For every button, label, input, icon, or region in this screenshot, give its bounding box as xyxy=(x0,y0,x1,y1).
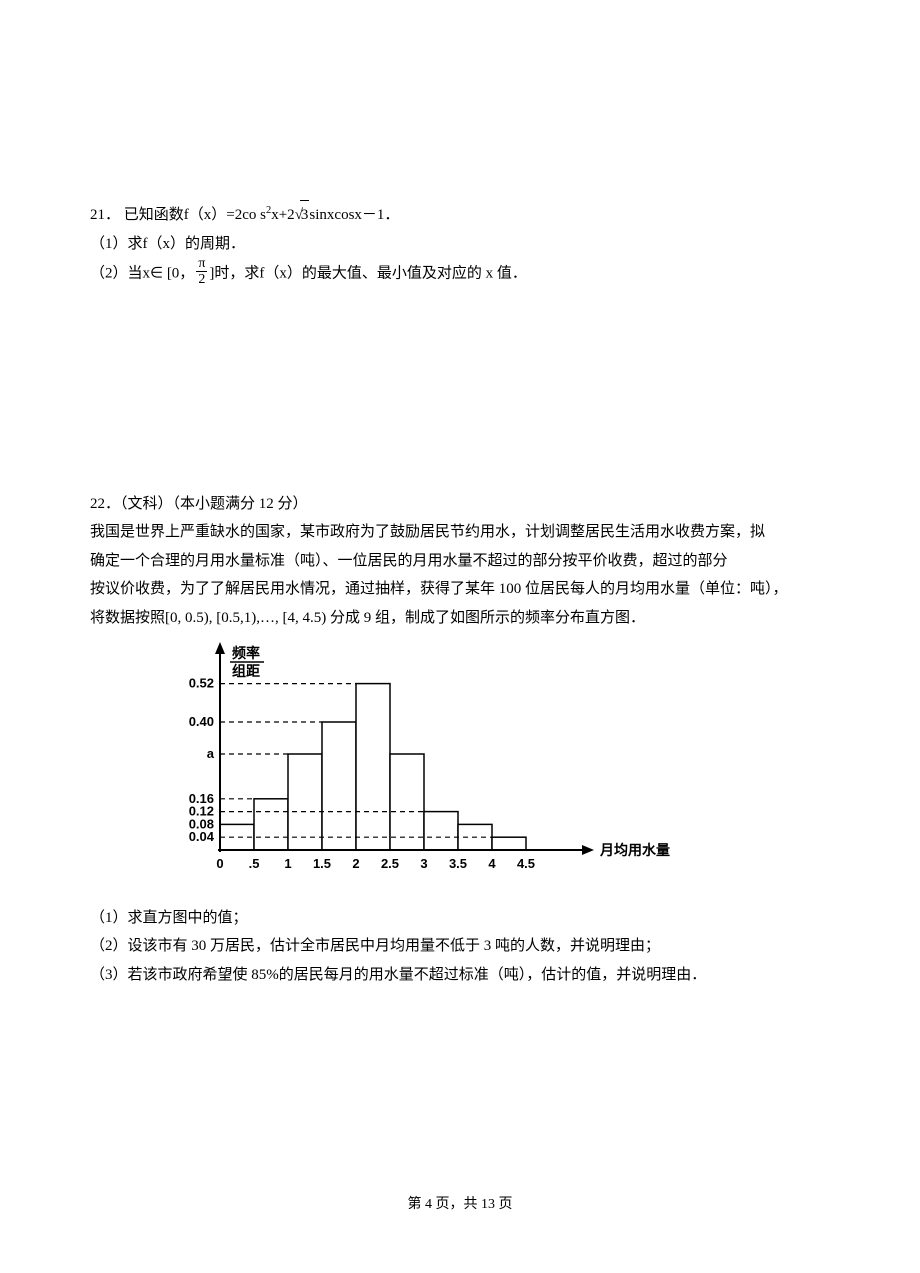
svg-text:0.04: 0.04 xyxy=(189,829,215,844)
q21-number: 21． xyxy=(90,207,120,223)
svg-text:组距: 组距 xyxy=(232,663,260,680)
svg-text:2: 2 xyxy=(352,856,359,871)
footer-total: 13 xyxy=(481,1197,495,1212)
svg-text:3: 3 xyxy=(420,856,427,871)
svg-text:0.40: 0.40 xyxy=(189,714,214,729)
q21-part1: （1）求f（x）的周期． xyxy=(90,230,830,259)
sqrt-expr: √3 xyxy=(295,200,310,230)
q21-title: 21． 已知函数f（x）=2co s2x+2√3sinxcosx－1． xyxy=(90,200,830,230)
svg-text:0.52: 0.52 xyxy=(189,676,214,691)
q21-text-prefix: 已知函数f（x）=2co s xyxy=(124,207,266,223)
fraction-pi-over-2: π2 xyxy=(196,256,207,288)
histogram-svg: 0.520.40a0.160.120.080.040.511.522.533.5… xyxy=(150,640,670,885)
svg-text:1: 1 xyxy=(284,856,291,871)
q22-sub1: （1）求直方图中的值； xyxy=(90,904,830,933)
question-21: 21． 已知函数f（x）=2co s2x+2√3sinxcosx－1． （1）求… xyxy=(90,200,830,290)
q22-heading-text: （文科）（本小题满分 12 分） xyxy=(120,496,308,512)
q21-text-tail: sinxcosx－1． xyxy=(309,207,399,223)
page-footer: 第 4 页，共 13 页 xyxy=(0,1193,920,1213)
svg-text:4.5: 4.5 xyxy=(517,856,535,871)
footer-mid: 页，共 xyxy=(432,1197,481,1212)
q22-para4: 将数据按照[0, 0.5), [0.5,1),…, [4, 4.5) 分成 9 … xyxy=(90,604,830,633)
histogram: 0.520.40a0.160.120.080.040.511.522.533.5… xyxy=(150,640,830,896)
q22-sub2: （2）设该市有 30 万居民，估计全市居民中月均用量不低于 3 吨的人数，并说明… xyxy=(90,932,830,961)
page-content: 21． 已知函数f（x）=2co s2x+2√3sinxcosx－1． （1）求… xyxy=(0,0,920,989)
q21-part2: （2）当x∈ [0，π2]时，求f（x）的最大值、最小值及对应的 x 值． xyxy=(90,258,830,290)
q22-para1: 我国是世界上严重缺水的国家，某市政府为了鼓励居民节约用水，计划调整居民生活用水收… xyxy=(90,518,830,547)
question-22: 22．（文科）（本小题满分 12 分） 我国是世界上严重缺水的国家，某市政府为了… xyxy=(90,490,830,990)
q22-number: 22． xyxy=(90,496,120,512)
svg-text:0: 0 xyxy=(216,856,223,871)
q21-p2-post: ]时，求f（x）的最大值、最小值及对应的 x 值． xyxy=(209,265,527,281)
svg-text:a: a xyxy=(207,746,215,761)
footer-page: 4 xyxy=(425,1197,432,1212)
svg-text:3.5: 3.5 xyxy=(449,856,467,871)
svg-text:频率: 频率 xyxy=(232,645,260,662)
svg-text:月均用水量(吨): 月均用水量(吨) xyxy=(599,842,670,859)
q22-sub3: （3）若该市政府希望使 85%的居民每月的用水量不超过标准（吨），估计的值，并说… xyxy=(90,961,830,990)
q21-text-mid: x+2 xyxy=(271,207,294,223)
q22-para2: 确定一个合理的月用水量标准（吨）、一位居民的月用水量不超过的部分按平价收费，超过… xyxy=(90,547,830,576)
q22-heading: 22．（文科）（本小题满分 12 分） xyxy=(90,490,830,519)
frac-num: π xyxy=(196,256,207,272)
svg-text:.5: .5 xyxy=(249,856,260,871)
frac-den: 2 xyxy=(196,272,207,287)
svg-text:4: 4 xyxy=(488,856,496,871)
footer-pre: 第 xyxy=(408,1197,426,1212)
q22-para3: 按议价收费，为了了解居民用水情况，通过抽样，获得了某年 100 位居民每人的月均… xyxy=(90,575,830,604)
sqrt-value: 3 xyxy=(300,200,310,230)
q21-p2-pre: （2）当x∈ [0， xyxy=(90,265,194,281)
svg-text:2.5: 2.5 xyxy=(381,856,399,871)
svg-text:1.5: 1.5 xyxy=(313,856,331,871)
footer-post: 页 xyxy=(495,1197,513,1212)
